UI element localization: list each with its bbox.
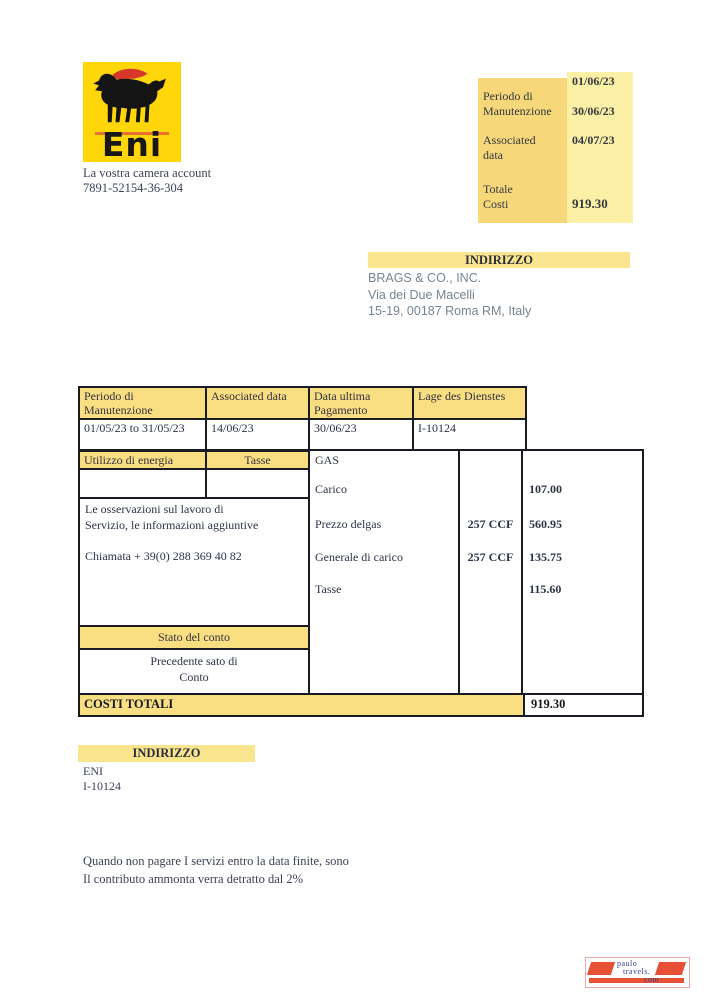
gas-row-desc: Tasse <box>315 582 342 596</box>
summary-total-label: Totale Costi <box>483 182 513 211</box>
payment-terms-note: Quando non pagare I servizi entro la dat… <box>83 854 349 886</box>
eni-logo-rule <box>95 132 169 135</box>
usage-header-tax: Tasse <box>205 450 310 470</box>
service-notes: Le osservazioni sul lavoro di Servizio, … <box>78 497 310 627</box>
recipient-address-header: INDIRIZZO <box>368 252 630 268</box>
gas-row-amount: 560.95 <box>529 517 562 531</box>
summary-label-column <box>478 78 567 223</box>
logo-text-line3: com <box>644 975 660 984</box>
account-status-header: Stato del conto <box>78 625 310 650</box>
gas-row-amount: 107.00 <box>529 482 562 496</box>
summary-associated-label: Associated data <box>483 133 536 162</box>
account-number: 7891-52154-36-304 <box>83 181 183 195</box>
eni-logo-wordmark: Eni <box>101 125 163 164</box>
usage-header-energy: Utilizzo di energia <box>78 450 207 470</box>
gas-section-title: GAS <box>315 453 340 467</box>
logo-text-line1: paulo <box>617 959 638 968</box>
info-header-cell: Lage des Dienstes <box>412 386 527 420</box>
logo-bottom-bar <box>589 978 684 983</box>
gas-row-amount: 115.60 <box>529 582 562 596</box>
recipient-address: BRAGS & CO., INC. Via dei Due Macelli 15… <box>368 271 532 318</box>
sender-address: ENI I-10124 <box>83 764 121 793</box>
gas-row-qty: 257 CCF <box>467 550 514 564</box>
gas-box-divider <box>521 449 523 693</box>
info-header-cell: Associated data <box>205 386 310 420</box>
info-data-cell: 30/06/23 <box>308 418 414 451</box>
summary-value-column <box>567 72 633 223</box>
logo-text-line2: travels. <box>623 967 651 976</box>
total-costs-amount: 919.30 <box>523 693 644 717</box>
logo-left-shape <box>586 962 616 975</box>
usage-empty-cell <box>78 468 207 499</box>
info-header-cell: Periodo di Manutenzione <box>78 386 207 420</box>
account-status-text: Precedente sato di Conto <box>78 648 310 695</box>
maintenance-info-table: Periodo di Manutenzione Associated data … <box>78 386 527 451</box>
usage-empty-cell <box>205 468 310 499</box>
paulo-travels-logo: paulo travels. com <box>585 957 690 988</box>
eni-dog-icon <box>93 68 166 123</box>
gas-row-qty: 257 CCF <box>467 517 514 531</box>
summary-period-from: 01/06/23 <box>572 74 615 88</box>
gas-row-amount: 135.75 <box>529 550 562 564</box>
gas-row-desc: Prezzo delgas <box>315 517 382 531</box>
gas-charges-box <box>308 449 644 695</box>
summary-associated-value: 04/07/23 <box>572 133 615 147</box>
sender-address-header: INDIRIZZO <box>78 745 255 762</box>
account-label: La vostra camera account <box>83 166 212 180</box>
summary-period-to: 30/06/23 <box>572 104 615 118</box>
eni-logo: Eni <box>83 62 181 162</box>
gas-box-divider <box>458 449 460 693</box>
gas-row-desc: Generale di carico <box>315 550 403 564</box>
info-data-cell: 01/05/23 to 31/05/23 <box>78 418 207 451</box>
summary-period-label: Periodo di Manutenzione <box>483 89 552 118</box>
info-data-cell: I-10124 <box>412 418 527 451</box>
summary-total-value: 919.30 <box>572 196 608 211</box>
gas-row-desc: Carico <box>315 482 347 496</box>
info-data-cell: 14/06/23 <box>205 418 310 451</box>
total-costs-label: COSTI TOTALI <box>78 693 525 717</box>
info-header-cell: Data ultima Pagamento <box>308 386 414 420</box>
logo-right-shape <box>654 962 687 975</box>
